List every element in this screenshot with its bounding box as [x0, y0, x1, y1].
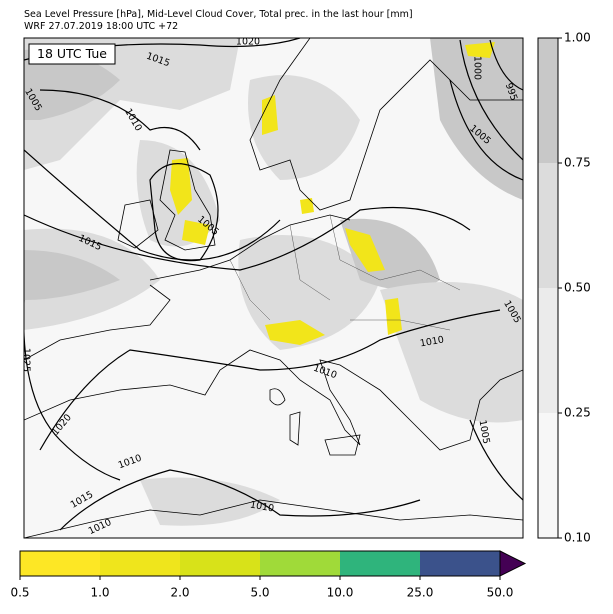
- contour-label: 1010: [419, 334, 445, 349]
- contour-label: 1000: [472, 56, 483, 80]
- colorbar-label: 2.0: [170, 586, 189, 600]
- map-frame: [23, 37, 524, 539]
- colorbar-extend: [499, 550, 527, 577]
- contour-label: 1005: [476, 419, 491, 445]
- map: 18 UTC Tue 10201015100510101015100510009…: [21, 37, 524, 539]
- colorbar-label: 1.0: [90, 586, 109, 600]
- colorbar-segment: [100, 551, 180, 576]
- colorbar-segment: [260, 551, 340, 576]
- isobars: [24, 38, 523, 531]
- time-label: 18 UTC Tue: [37, 46, 107, 61]
- contour-label: 1020: [236, 37, 260, 48]
- colorbar-label: 0.5: [10, 586, 29, 600]
- colorbar-segment: [538, 163, 558, 288]
- colorbar-segment: [420, 551, 500, 576]
- colorbar-segment: [538, 413, 558, 538]
- colorbar-segment: [340, 551, 420, 576]
- colorbar-segment: [180, 551, 260, 576]
- time-box: [28, 43, 116, 65]
- contour-label: 1010: [249, 499, 275, 514]
- cloud-colorbar: 0.10 0.25 0.50 0.75 1.00: [537, 31, 591, 545]
- colorbar-segment: [538, 38, 558, 163]
- colorbar-label: 10.0: [327, 586, 354, 600]
- precipitation: [170, 42, 495, 345]
- title-line: WRF 27.07.2019 18:00 UTC +72: [24, 21, 178, 32]
- contour-label: 1025: [21, 348, 32, 372]
- precip-colorbar: 0.5 1.0 2.0 5.0 10.0 25.0 50.0: [10, 550, 527, 600]
- colorbar-label: 25.0: [407, 586, 434, 600]
- colorbar-segment: [538, 288, 558, 413]
- colorbar-label: 50.0: [487, 586, 514, 600]
- colorbar-label: 0.25: [564, 406, 591, 420]
- colorbar-label: 0.75: [564, 156, 591, 170]
- colorbar-segment: [20, 551, 100, 576]
- colorbar-label: 1.00: [564, 31, 591, 45]
- borders: [229, 214, 461, 331]
- colorbar-label: 0.10: [564, 531, 591, 545]
- title-line: Sea Level Pressure [hPa], Mid-Level Clou…: [24, 9, 413, 20]
- colorbar-label: 0.50: [564, 281, 591, 295]
- coastlines: [24, 38, 523, 538]
- colorbar-label: 5.0: [250, 586, 269, 600]
